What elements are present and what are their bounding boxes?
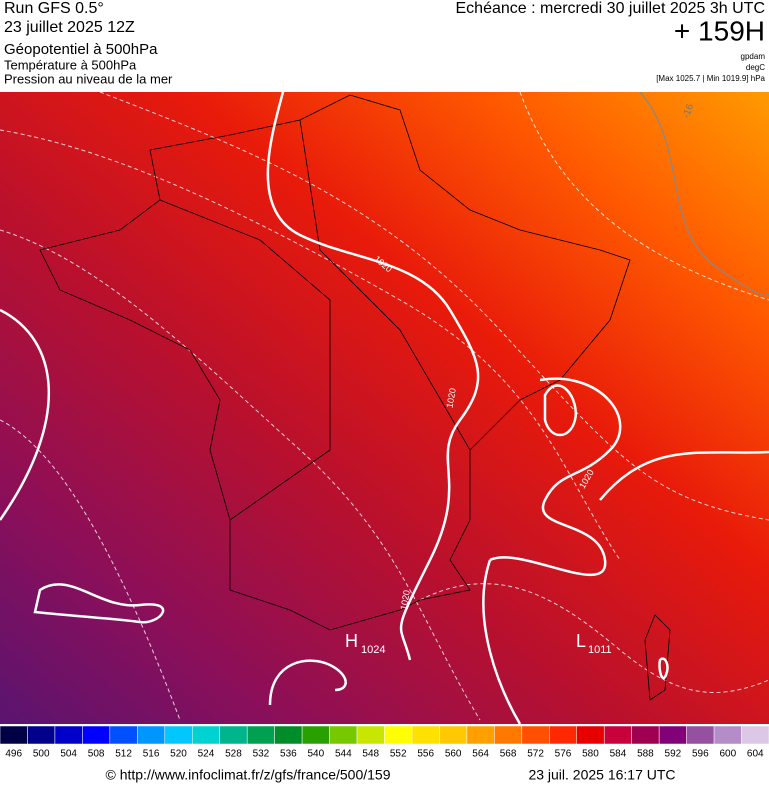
field: Pression au niveau de la mer (4, 71, 173, 86)
colorbar-swatch (82, 725, 111, 745)
colorbar-label: 576 (555, 749, 572, 760)
colorbar-swatch (137, 725, 166, 745)
colorbar-label: 496 (5, 749, 22, 760)
isobar-label: 1020 (398, 589, 411, 610)
footer-url: © http://www.infoclimat.fr/z/gfs/france/… (106, 767, 391, 783)
borders (39, 94, 671, 701)
temperature-field (0, 92, 769, 724)
colorbar-swatch (246, 725, 275, 745)
colorbar-swatch (0, 725, 28, 745)
colorbar-label: 544 (335, 749, 352, 760)
colorbar: 496 500 504 508 512 516 520 524 528 532 536 540 544 5… (0, 725, 769, 760)
colorbar-label: 584 (610, 749, 627, 760)
colorbar-label: 564 (472, 749, 489, 760)
colorbar-label: 528 (225, 749, 242, 760)
colorbar-label: 504 (60, 749, 77, 760)
colorbar-label: 500 (33, 749, 50, 760)
colorbar-label: 536 (280, 749, 297, 760)
colorbar-swatch (27, 725, 56, 745)
colorbar-swatch (219, 725, 248, 745)
map: 1020 1020 1020 1020 -16 H 1024 L 1011 (0, 91, 769, 725)
isotherm (639, 91, 769, 297)
run: Run GFS 0.5° (4, 0, 104, 17)
colorbar-label: 600 (719, 749, 736, 760)
colorbar-swatch (631, 725, 660, 745)
isotherms (0, 91, 769, 721)
colorbar-label: 560 (445, 749, 462, 760)
colorbar-swatch (713, 725, 742, 745)
colorbar-label: 592 (665, 749, 682, 760)
colorbar-swatch (466, 725, 495, 745)
colorbar-swatch (576, 725, 605, 745)
run-date: 23 juillet 2025 12Z (4, 19, 135, 36)
colorbar-swatch (274, 725, 303, 745)
colorbar-label: 532 (253, 749, 270, 760)
colorbar-label: 512 (115, 749, 132, 760)
colorbar-label: 568 (500, 749, 517, 760)
colorbar-label: 552 (390, 749, 407, 760)
colorbar-swatch (384, 725, 413, 745)
colorbar-swatch (686, 725, 715, 745)
colorbar-swatch (549, 725, 577, 745)
colorbar-label: 508 (88, 749, 105, 760)
echeance: Echéance : mercredi 30 juillet 2025 3h U… (456, 0, 766, 17)
colorbar-swatch (658, 725, 687, 745)
colorbar-label: 540 (307, 749, 324, 760)
unit: gpdam (741, 52, 766, 61)
range: [Max 1025.7 | Min 1019.9] hPa (656, 74, 765, 83)
low-value: 1011 (588, 644, 612, 656)
field: Température à 500hPa (4, 57, 137, 72)
colorbar-label: 572 (527, 749, 544, 760)
colorbar-swatch (329, 725, 358, 745)
colorbar-swatch (164, 725, 193, 745)
colorbar-label: 524 (198, 749, 215, 760)
colorbar-label: 516 (143, 749, 160, 760)
colorbar-label: 604 (747, 749, 764, 760)
colorbar-swatch (192, 725, 220, 745)
high-value: 1024 (361, 644, 385, 656)
colorbar-label: 548 (362, 749, 379, 760)
colorbar-swatch (54, 725, 83, 745)
colorbar-label: 588 (637, 749, 654, 760)
colorbar-label: 556 (417, 749, 434, 760)
high-letter: H (345, 631, 358, 651)
colorbar-swatch (356, 725, 385, 745)
colorbar-swatch (109, 725, 138, 745)
colorbar-swatch (603, 725, 632, 745)
colorbar-swatch (521, 725, 550, 745)
low-letter: L (576, 631, 586, 651)
lead: + 159H (674, 15, 765, 46)
colorbar-swatch (494, 725, 523, 745)
colorbar-swatch (439, 725, 468, 745)
field: Géopotentiel à 500hPa (4, 41, 158, 58)
unit: degC (746, 63, 765, 72)
colorbar-swatch (301, 725, 330, 745)
isotherm-label: -16 (681, 102, 696, 120)
isobars (0, 91, 769, 725)
isobar-label: 1020 (444, 387, 457, 408)
colorbar-label: 580 (582, 749, 599, 760)
colorbar-label: 520 (170, 749, 187, 760)
footer-date: 23 juil. 2025 16:17 UTC (528, 767, 675, 783)
colorbar-label: 596 (692, 749, 709, 760)
colorbar-swatch (411, 725, 440, 745)
colorbar-swatch (741, 725, 769, 745)
